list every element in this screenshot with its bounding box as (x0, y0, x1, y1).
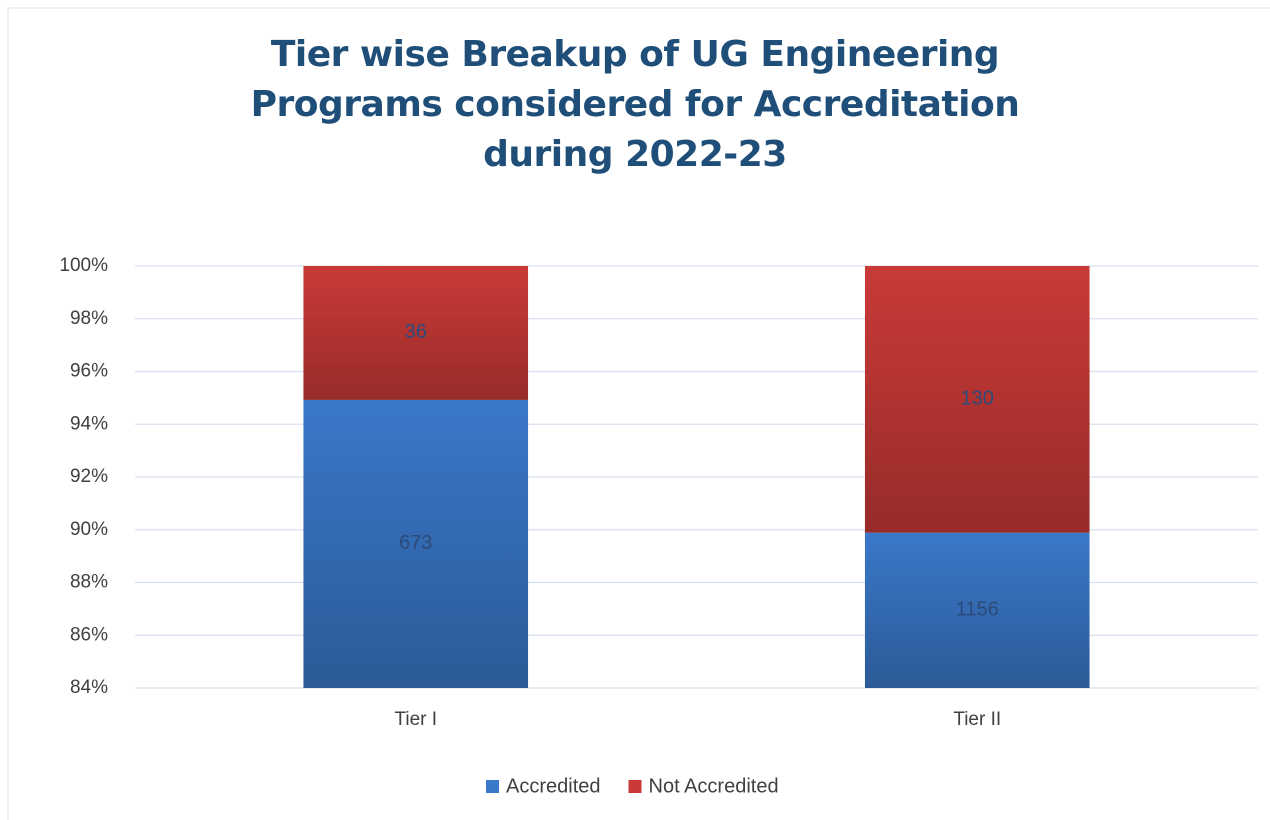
legend-label: Not Accredited (649, 775, 779, 797)
y-tick-label: 84% (70, 677, 108, 698)
frame (7, 7, 1270, 820)
data-label: 36 (405, 321, 427, 343)
data-label: 130 (961, 388, 994, 410)
y-tick-label: 90% (70, 519, 108, 540)
y-tick-label: 86% (70, 624, 108, 645)
x-tick-label: Tier I (394, 709, 437, 730)
legend-label: Accredited (506, 775, 601, 797)
chart-title: Tier wise Breakup of UG Engineering Prog… (250, 34, 1020, 175)
y-tick-label: 96% (70, 361, 108, 382)
x-tick-label: Tier II (953, 709, 1001, 730)
y-tick-label: 98% (70, 308, 108, 329)
data-label: 673 (399, 532, 432, 554)
y-tick-label: 94% (70, 413, 108, 434)
y-tick-label: 100% (59, 255, 108, 276)
legend-swatch (628, 780, 642, 793)
y-tick-label: 92% (70, 466, 108, 487)
legend-swatch (486, 780, 499, 793)
y-tick-label: 88% (70, 572, 108, 593)
data-label: 1156 (956, 599, 999, 621)
